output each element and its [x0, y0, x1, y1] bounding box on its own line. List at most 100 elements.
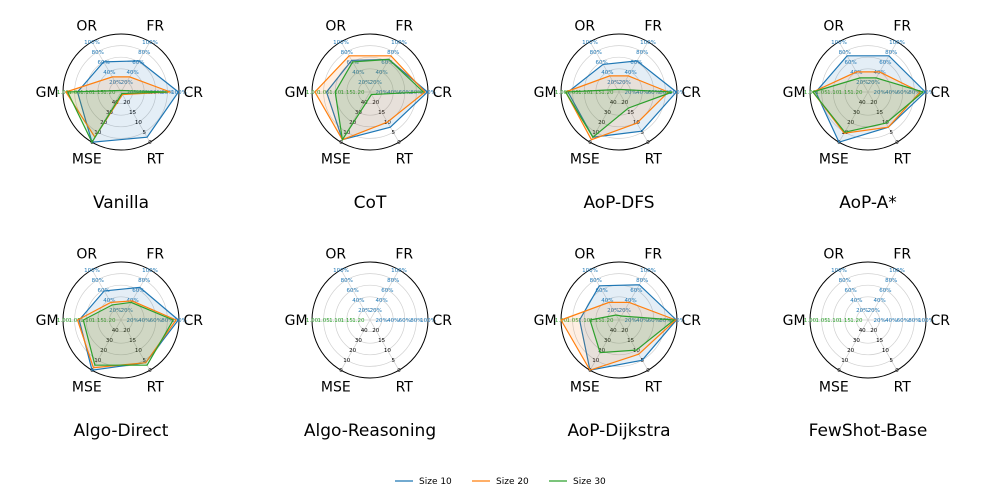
- spoke-mse: [589, 91, 620, 143]
- tick-label: 15: [129, 110, 136, 116]
- tick-label: 0: [895, 140, 899, 146]
- tick-label: 20%: [109, 308, 121, 314]
- tick-label: 60%: [630, 60, 642, 66]
- tick-label: 15: [129, 338, 136, 344]
- tick-label: 15: [627, 110, 634, 116]
- tick-label: 40: [112, 328, 119, 334]
- axis-label-mse: MSE: [819, 379, 849, 395]
- tick-label: 30: [604, 110, 611, 116]
- series-polygon-3: [82, 301, 175, 366]
- tick-label: 60%: [648, 318, 660, 324]
- axis-label-or: OR: [76, 247, 97, 263]
- tick-label: 40%: [850, 298, 862, 304]
- tick-label: 20%: [375, 318, 387, 324]
- tick-label: 1.20: [352, 90, 365, 96]
- tick-label: 20: [621, 100, 628, 106]
- axis-label-or: OR: [574, 19, 595, 35]
- tick-label: 40%: [885, 318, 897, 324]
- tick-label: 5: [889, 358, 893, 364]
- tick-label: 100%: [889, 268, 905, 274]
- axis-label-cr: CR: [432, 313, 452, 329]
- tick-label: 100%: [171, 90, 187, 96]
- tick-label: 20: [847, 348, 854, 354]
- tick-label: 20: [372, 328, 379, 334]
- tick-label: 80%: [839, 278, 851, 284]
- tick-label: 1.10: [80, 90, 93, 96]
- tick-label: 20%: [121, 308, 133, 314]
- tick-label: 40%: [601, 70, 613, 76]
- tick-label: 60%: [879, 288, 891, 294]
- tick-label: 20%: [126, 318, 138, 324]
- tick-label: 100%: [333, 268, 349, 274]
- tick-label: 20%: [868, 80, 880, 86]
- spoke-rt: [369, 319, 400, 371]
- tick-label: 1.20: [601, 90, 614, 96]
- spoke-or: [340, 41, 371, 93]
- radar-panel-7: 20%40%60%80%100%20%40%60%80%100%20% 40% 60…: [534, 247, 702, 441]
- panel-title: AoP-DFS: [583, 193, 654, 213]
- tick-label: 100%: [831, 40, 847, 46]
- series-polygon-3: [564, 88, 673, 139]
- axis-label-or: OR: [76, 19, 97, 35]
- tick-label: 1.20: [850, 90, 863, 96]
- spoke-mse: [340, 319, 371, 371]
- tick-label: 20: [372, 100, 379, 106]
- tick-label: 1.15: [92, 90, 105, 96]
- spoke-fr: [867, 269, 898, 321]
- tick-label: 1.10: [578, 318, 591, 324]
- tick-label: 60%: [399, 318, 411, 324]
- tick-label: 100%: [420, 318, 436, 324]
- tick-label: 20%: [375, 90, 387, 96]
- tick-label: 20: [621, 328, 628, 334]
- tick-label: 30: [355, 338, 362, 344]
- axis-label-or: OR: [823, 19, 844, 35]
- tick-label: 60%: [844, 288, 856, 294]
- tick-label: 15: [378, 110, 385, 116]
- tick-label: 20: [123, 328, 130, 334]
- axis-label-fr: FR: [893, 19, 911, 35]
- tick-label: 1.10: [329, 318, 342, 324]
- tick-label: 30: [604, 338, 611, 344]
- radar-panel-1: 20%40%60%80%100%20%40%60%80%100%20% 40% 60…: [36, 19, 204, 213]
- tick-label: 1.00: [57, 90, 70, 96]
- tick-label: 60%: [595, 60, 607, 66]
- tick-label: 0: [397, 140, 401, 146]
- tick-label: 40%: [873, 70, 885, 76]
- tick-label: 100%: [918, 318, 934, 324]
- tick-label: 100%: [142, 268, 158, 274]
- tick-label: 1.15: [590, 90, 603, 96]
- axis-label-mse: MSE: [321, 151, 351, 167]
- tick-label: 80%: [636, 278, 648, 284]
- tick-label: 20: [349, 348, 356, 354]
- panel-title: Algo-Reasoning: [304, 421, 436, 441]
- tick-label: 60%: [150, 318, 162, 324]
- tick-label: 100%: [669, 318, 685, 324]
- tick-label: 100%: [420, 90, 436, 96]
- tick-label: 100%: [582, 268, 598, 274]
- axis-label-mse: MSE: [72, 151, 102, 167]
- legend-label: Size 10: [419, 477, 452, 487]
- series-polygon-3: [589, 314, 676, 354]
- tick-label: 1.10: [827, 90, 840, 96]
- tick-label: 10: [384, 120, 391, 126]
- tick-label: 10: [384, 348, 391, 354]
- legend-label: Size 20: [496, 477, 529, 487]
- spoke-fr: [369, 41, 400, 93]
- tick-label: 1.00: [804, 90, 817, 96]
- tick-label: 0: [895, 368, 899, 374]
- tick-label: 80%: [410, 318, 422, 324]
- tick-label: 20: [870, 328, 877, 334]
- tick-label: 0: [90, 140, 94, 146]
- spoke-fr: [618, 269, 649, 321]
- tick-label: 0: [837, 140, 841, 146]
- radar-panel-4: 20%40%60%80%100%20%40%60%80%100%20% 40% 60…: [783, 19, 951, 213]
- spoke-rt: [618, 91, 649, 143]
- axis-label-fr: FR: [146, 19, 164, 35]
- tick-label: 0: [646, 368, 650, 374]
- axis-label-mse: MSE: [819, 151, 849, 167]
- tick-label: 40%: [103, 298, 115, 304]
- tick-label: 1.00: [804, 318, 817, 324]
- tick-label: 20%: [868, 308, 880, 314]
- tick-label: 15: [876, 338, 883, 344]
- axis-label-rt: RT: [396, 379, 414, 395]
